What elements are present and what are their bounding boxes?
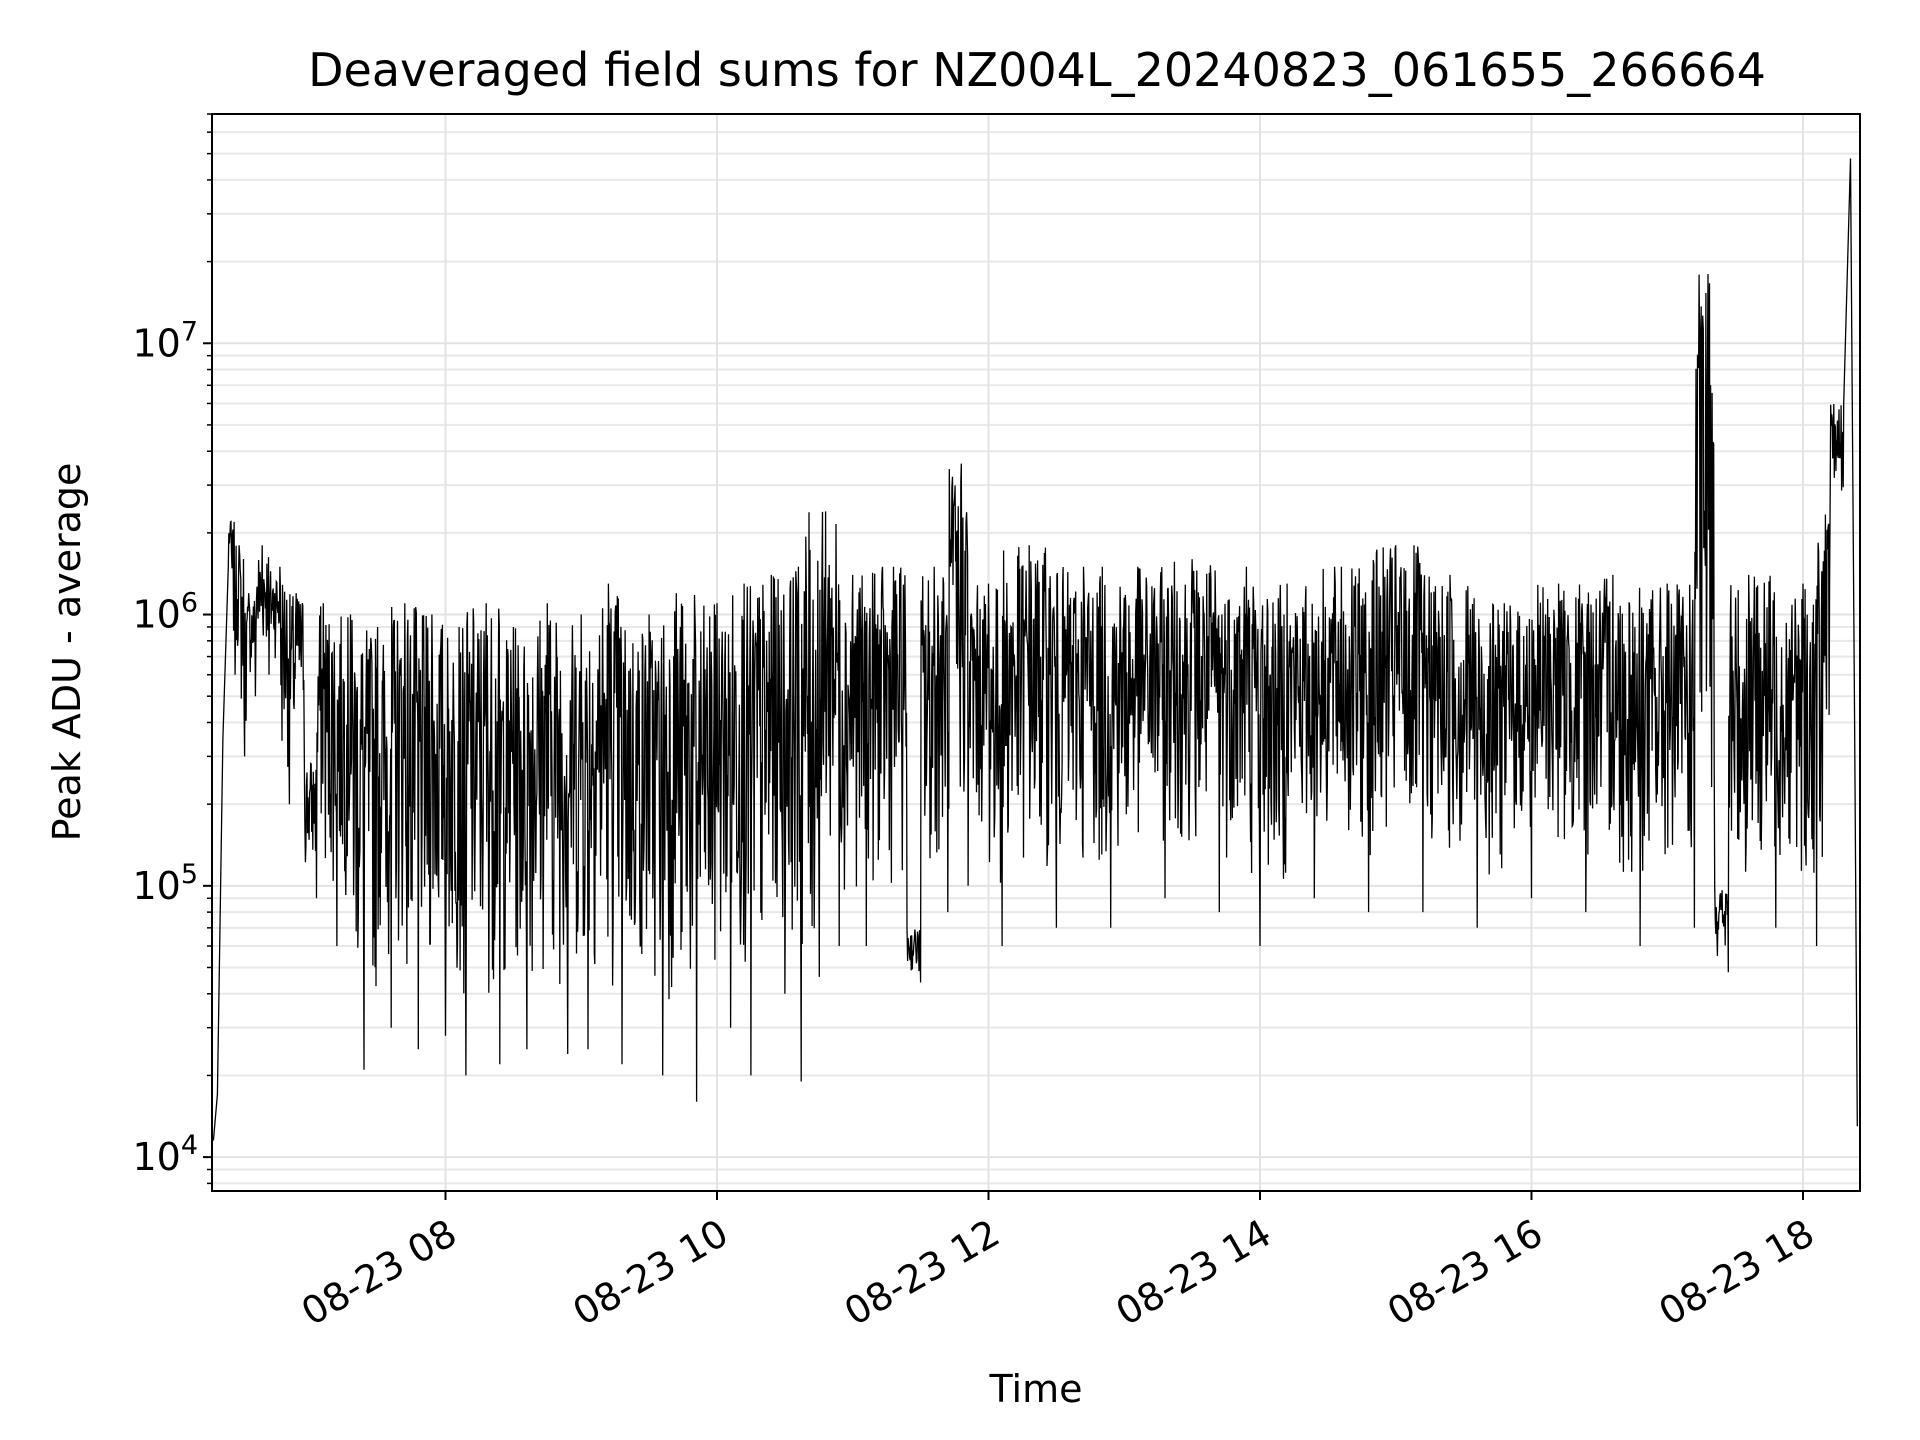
x-tick-label: 08-23 12	[837, 1211, 1007, 1335]
y-tick-label: 107	[132, 316, 198, 365]
chart-title: Deaveraged field sums for NZ004L_2024082…	[308, 43, 1766, 97]
data-series	[212, 158, 1858, 1141]
x-tick-label: 08-23 14	[1109, 1211, 1279, 1335]
y-tick-label: 104	[132, 1130, 198, 1179]
y-tick-label: 105	[132, 859, 198, 908]
x-axis-label: Time	[989, 1367, 1083, 1411]
y-axis-label: Peak ADU - average	[45, 463, 89, 842]
y-tick-label: 106	[132, 588, 198, 637]
series-line	[212, 158, 1858, 1141]
plot-frame	[211, 113, 1861, 1192]
x-tick-label: 08-23 10	[566, 1211, 736, 1335]
x-tick-label: 08-23 18	[1652, 1211, 1822, 1335]
x-tick-label: 08-23 08	[294, 1211, 464, 1335]
x-tick-label: 08-23 16	[1380, 1211, 1550, 1335]
